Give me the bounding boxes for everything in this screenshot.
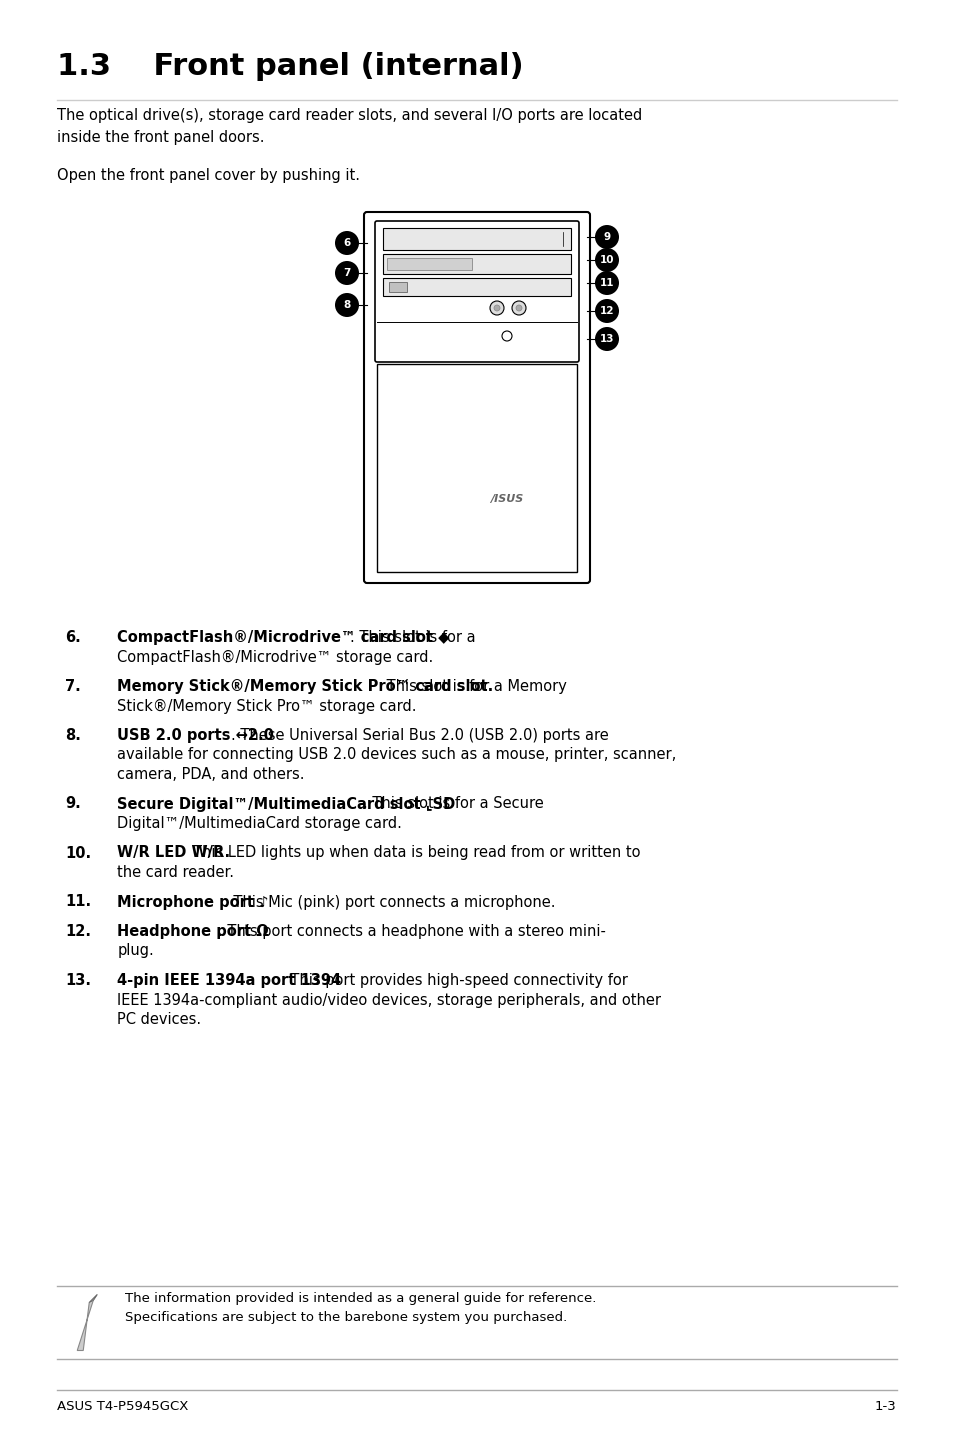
Text: 7.: 7. [65,679,81,695]
Text: 13.: 13. [65,974,91,988]
Text: This slot is for a Memory: This slot is for a Memory [381,679,566,695]
FancyBboxPatch shape [375,221,578,362]
Circle shape [512,301,525,315]
Bar [376,364,577,572]
Text: USB 2.0 ports ↔2.0: USB 2.0 ports ↔2.0 [117,728,274,743]
Text: ASUS T4-P5945GCX: ASUS T4-P5945GCX [57,1401,189,1414]
FancyBboxPatch shape [364,211,589,582]
Circle shape [595,247,618,272]
Text: Memory Stick®/Memory Stick Pro™ card slot.: Memory Stick®/Memory Stick Pro™ card slo… [117,679,493,695]
Text: /ISUS: /ISUS [490,495,523,505]
Text: Digital™/MultimediaCard storage card.: Digital™/MultimediaCard storage card. [117,815,402,831]
Text: Microphone port ♪: Microphone port ♪ [117,894,269,909]
Text: 11.: 11. [65,894,91,909]
Text: 4-pin IEEE 1394a port 1394: 4-pin IEEE 1394a port 1394 [117,974,341,988]
Text: Stick®/Memory Stick Pro™ storage card.: Stick®/Memory Stick Pro™ storage card. [117,699,416,713]
Text: 1.3    Front panel (internal): 1.3 Front panel (internal) [57,52,523,81]
Text: 6: 6 [343,239,351,247]
Circle shape [494,305,499,311]
Text: . This Mic (pink) port connects a microphone.: . This Mic (pink) port connects a microp… [224,894,556,909]
Text: 1-3: 1-3 [874,1401,896,1414]
Circle shape [335,293,358,316]
Circle shape [595,326,618,351]
Text: 8.: 8. [65,728,81,743]
Text: 9: 9 [603,232,610,242]
Text: . This slot is for a: . This slot is for a [350,630,476,646]
Bar [382,278,571,296]
Text: CompactFlash®/Microdrive™ card slot ◆: CompactFlash®/Microdrive™ card slot ◆ [117,630,449,646]
Text: 6.: 6. [65,630,81,646]
Text: 8: 8 [343,301,351,311]
Text: W/R LED W/R.: W/R LED W/R. [117,846,230,860]
Circle shape [595,299,618,324]
Bar [387,257,471,270]
Text: 7: 7 [343,267,351,278]
Text: IEEE 1394a-compliant audio/video devices, storage peripherals, and other: IEEE 1394a-compliant audio/video devices… [117,992,660,1008]
Text: Secure Digital™/MultimediaCard slot ⌞SD: Secure Digital™/MultimediaCard slot ⌞SD [117,797,455,811]
Polygon shape [77,1294,97,1350]
Text: The optical drive(s), storage card reader slots, and several I/O ports are locat: The optical drive(s), storage card reade… [57,108,641,145]
Bar [382,229,571,250]
Text: Open the front panel cover by pushing it.: Open the front panel cover by pushing it… [57,168,360,183]
Text: 10.: 10. [65,846,91,860]
Text: This LED lights up when data is being read from or written to: This LED lights up when data is being re… [193,846,639,860]
Text: plug.: plug. [117,943,153,959]
Circle shape [501,331,512,341]
Text: PC devices.: PC devices. [117,1012,201,1027]
Text: camera, PDA, and others.: camera, PDA, and others. [117,766,304,782]
Circle shape [490,301,503,315]
Text: 9.: 9. [65,797,81,811]
Text: Headphone port Ω: Headphone port Ω [117,925,269,939]
Circle shape [516,305,521,311]
Polygon shape [90,1294,97,1303]
Circle shape [595,270,618,295]
Circle shape [595,224,618,249]
Text: the card reader.: the card reader. [117,866,234,880]
Text: . These Universal Serial Bus 2.0 (USB 2.0) ports are: . These Universal Serial Bus 2.0 (USB 2.… [231,728,608,743]
Text: The information provided is intended as a general guide for reference.
Specifica: The information provided is intended as … [125,1291,596,1324]
Text: available for connecting USB 2.0 devices such as a mouse, printer, scanner,: available for connecting USB 2.0 devices… [117,748,676,762]
Text: CompactFlash®/Microdrive™ storage card.: CompactFlash®/Microdrive™ storage card. [117,650,433,664]
Text: 12: 12 [599,306,614,316]
Text: 12.: 12. [65,925,91,939]
Text: . This port provides high-speed connectivity for: . This port provides high-speed connecti… [281,974,627,988]
Text: . This slot is for a Secure: . This slot is for a Secure [362,797,543,811]
Text: 13: 13 [599,334,614,344]
Bar [382,255,571,275]
Text: . This port connects a headphone with a stereo mini-: . This port connects a headphone with a … [218,925,605,939]
Bar [389,282,407,292]
Circle shape [335,232,358,255]
Text: 10: 10 [599,255,614,265]
Circle shape [335,262,358,285]
Text: 11: 11 [599,278,614,288]
